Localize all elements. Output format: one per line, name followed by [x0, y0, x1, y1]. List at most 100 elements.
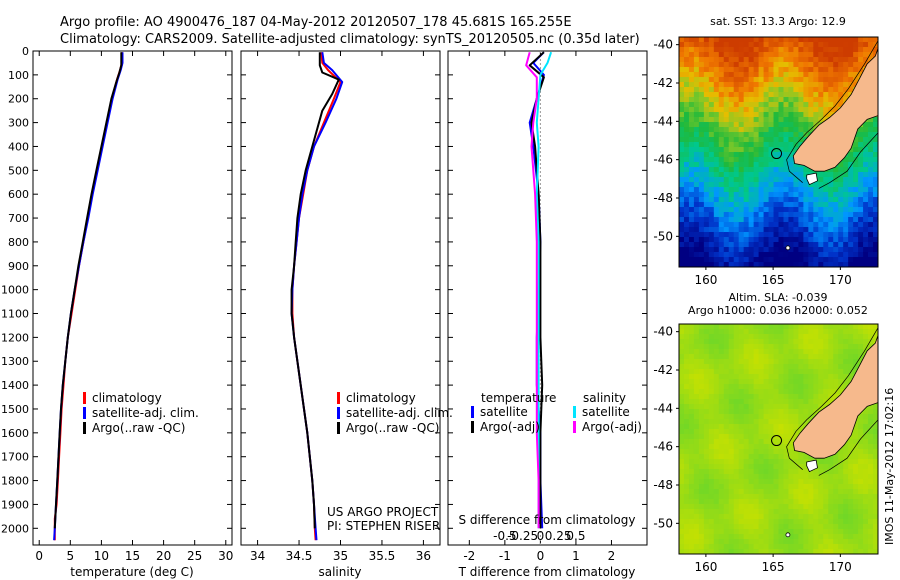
- sla-map: 160 165 170 -40 -42 -44 -46 -48 -50: [653, 323, 879, 574]
- difference-xlabel-top: S difference from climatology: [459, 513, 636, 527]
- y-tick-label: -50: [653, 229, 673, 243]
- sst-map: 160 165 170 -40 -42 -44 -46 -48 -50: [653, 36, 879, 287]
- y-tick-label: 500: [8, 164, 29, 177]
- x-tick-label: -2: [463, 549, 475, 563]
- y-tick-label: 1500: [1, 403, 29, 416]
- temperature-xlabel: temperature (deg C): [70, 565, 193, 579]
- legend-swatch: [337, 407, 340, 419]
- salinity-profile-panel: 34 34.5 35 35.5 36 climatologysatellite-adj. …: [241, 50, 453, 563]
- x-tick-label: 36: [416, 549, 431, 563]
- map-field: [679, 324, 878, 554]
- argo-position-marker: [771, 435, 783, 447]
- s-tick-label: -0.25: [507, 529, 538, 543]
- y-tick-label: 1400: [1, 379, 29, 392]
- x-tick-label: 34.5: [286, 549, 313, 563]
- legend-label: climatology: [92, 391, 162, 405]
- legend-swatch: [337, 422, 340, 434]
- y-tick-label: 1200: [1, 331, 29, 344]
- sst-map-title: sat. SST: 13.3 Argo: 12.9: [710, 15, 846, 28]
- y-tick-label: -48: [653, 478, 673, 492]
- y-tick-label: -42: [653, 76, 673, 90]
- salinity-panel-frame: [240, 50, 441, 546]
- legend-label: satellite: [582, 405, 630, 419]
- series-line: [290, 52, 340, 529]
- legend-label: Argo(-adj): [480, 420, 540, 434]
- header-line-2: Climatology: CARS2009. Satellite-adjuste…: [60, 32, 640, 47]
- x-tick-label: 2: [608, 549, 616, 563]
- credit-line-2: PI: STEPHEN RISER: [327, 519, 440, 533]
- bathymetry-contour: [818, 419, 878, 476]
- y-tick-label: -46: [653, 153, 673, 167]
- legend-swatch: [83, 422, 86, 434]
- series-line: [291, 52, 342, 541]
- s-tick-label: 0.25: [545, 529, 572, 543]
- y-tick-label: 0: [22, 45, 29, 58]
- x-tick-label: 10: [94, 549, 109, 563]
- land-islet: [785, 245, 791, 251]
- y-tick-label: 1800: [1, 475, 29, 488]
- x-tick-label: 5: [66, 549, 74, 563]
- y-tick-label: 900: [8, 260, 29, 273]
- legend-swatch: [471, 421, 474, 433]
- map-frame: [678, 323, 879, 555]
- legend-swatch: [83, 392, 86, 404]
- x-tick-label: 20: [156, 549, 171, 563]
- land-stewart-island: [806, 172, 818, 186]
- map-frame: [678, 36, 879, 268]
- y-tick-label: 200: [8, 93, 29, 106]
- legend-label: Argo(..raw -QC): [92, 421, 185, 435]
- difference-panel-frame: [447, 50, 648, 546]
- y-tick-label: 1300: [1, 355, 29, 368]
- temperature-profile-panel: 0 5 10 15 20 25 300100200300400500600700800900…: [1, 45, 233, 563]
- x-tick-label: 15: [125, 549, 140, 563]
- bathymetry-contour: [786, 327, 878, 470]
- series-line: [53, 52, 123, 541]
- x-tick-label: 160: [694, 560, 717, 574]
- x-tick-label: 0: [537, 549, 545, 563]
- x-tick-label: 25: [187, 549, 202, 563]
- y-tick-label: -50: [653, 516, 673, 530]
- x-tick-label: -1: [499, 549, 511, 563]
- x-tick-label: 34: [250, 549, 265, 563]
- y-tick-label: 100: [8, 69, 29, 82]
- y-tick-label: 1700: [1, 451, 29, 464]
- y-tick-label: 2000: [1, 522, 29, 535]
- legend-label: Argo(..raw -QC): [346, 421, 439, 435]
- sla-map-title-line-1: Altim. SLA: -0.039: [728, 291, 827, 304]
- legend-label: satellite: [480, 405, 528, 419]
- y-tick-label: 1900: [1, 498, 29, 511]
- series-line: [525, 51, 540, 529]
- series-line: [535, 51, 553, 529]
- legend-header: temperature: [481, 391, 556, 405]
- y-tick-label: 300: [8, 117, 29, 130]
- legend-label: Argo(-adj): [582, 420, 642, 434]
- temperature-panel-frame: [32, 50, 233, 546]
- y-tick-label: -46: [653, 440, 673, 454]
- y-tick-label: 800: [8, 236, 29, 249]
- legend-swatch: [573, 421, 576, 433]
- y-tick-label: -48: [653, 191, 673, 205]
- imos-timestamp-label: IMOS 11-May-2012 17:02:16: [883, 388, 896, 545]
- y-tick-label: -42: [653, 363, 673, 377]
- bathymetry-contour: [818, 132, 878, 189]
- y-tick-label: 1100: [1, 308, 29, 321]
- x-tick-label: 1: [572, 549, 580, 563]
- x-tick-label: 165: [762, 273, 785, 287]
- legend-swatch: [573, 406, 576, 418]
- y-tick-label: 600: [8, 188, 29, 201]
- x-tick-label: 0: [35, 549, 43, 563]
- x-tick-label: 35.5: [369, 549, 396, 563]
- x-tick-label: 35: [333, 549, 348, 563]
- sla-map-title-line-2: Argo h1000: 0.036 h2000: 0.052: [688, 304, 868, 317]
- land-south-island: [792, 48, 878, 172]
- x-tick-label: 170: [829, 273, 852, 287]
- y-tick-label: -44: [653, 114, 673, 128]
- x-tick-label: 30: [218, 549, 233, 563]
- legend-label: satellite-adj. clim.: [92, 406, 199, 420]
- x-tick-label: 160: [694, 273, 717, 287]
- legend-label: satellite-adj. clim.: [346, 406, 453, 420]
- land-islet: [785, 532, 791, 538]
- y-tick-label: -44: [653, 401, 673, 415]
- legend-swatch: [83, 407, 86, 419]
